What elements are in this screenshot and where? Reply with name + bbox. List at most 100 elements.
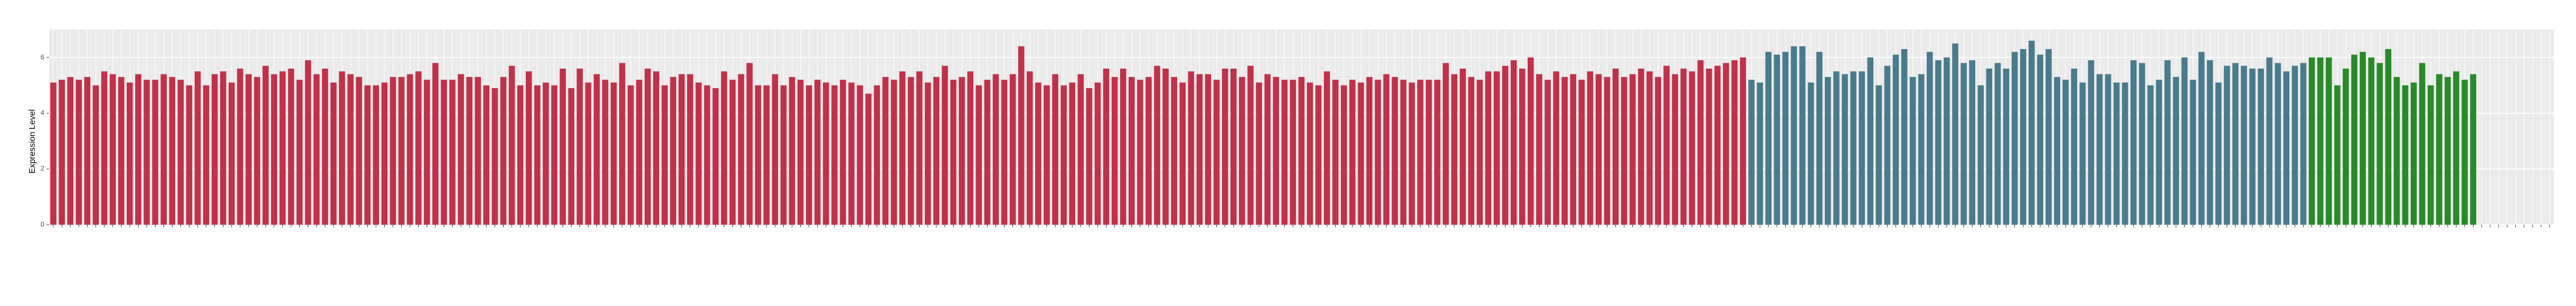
- bar: [1264, 74, 1271, 225]
- bar: [517, 85, 524, 225]
- bar: [1807, 82, 1814, 225]
- bar: [50, 82, 56, 225]
- bar: [194, 71, 201, 225]
- bar: [645, 69, 651, 225]
- bar: [2215, 82, 2222, 225]
- bar: [551, 85, 557, 225]
- bar: [1722, 63, 1729, 225]
- bar: [1842, 74, 1848, 225]
- bar: [1850, 71, 1857, 225]
- bar: [2385, 49, 2392, 225]
- bar: [822, 82, 829, 225]
- bar: [814, 80, 821, 225]
- bar: [262, 65, 269, 225]
- bar: [347, 74, 354, 225]
- bar: [339, 71, 345, 225]
- bar: [1213, 80, 1220, 225]
- bar: [296, 80, 303, 225]
- bar: [92, 85, 99, 225]
- bar: [1103, 69, 1110, 225]
- bar: [1587, 71, 1594, 225]
- bar: [2223, 65, 2230, 225]
- bar: [1876, 85, 1882, 225]
- bar: [356, 77, 362, 225]
- bar: [789, 77, 795, 225]
- bar: [916, 71, 923, 225]
- bar: [1969, 60, 1975, 225]
- bar: [1171, 77, 1178, 225]
- bar: [483, 85, 490, 225]
- bar: [1926, 52, 1933, 225]
- bar: [2308, 57, 2315, 225]
- bar: [2198, 52, 2205, 225]
- bar: [525, 71, 532, 225]
- bar: [271, 74, 278, 225]
- bar: [2275, 63, 2281, 225]
- bar: [933, 77, 940, 225]
- bar: [1179, 82, 1186, 225]
- bar: [1859, 71, 1865, 225]
- bar: [449, 80, 456, 225]
- bar: [2470, 74, 2476, 225]
- bar: [1977, 85, 1984, 225]
- bar: [1655, 77, 1661, 225]
- bar: [712, 88, 719, 225]
- bar: [746, 63, 753, 225]
- bar: [2190, 80, 2196, 225]
- bar: [2360, 52, 2366, 225]
- bar: [1323, 71, 1330, 225]
- bar: [1434, 80, 1441, 225]
- bar: [423, 80, 430, 225]
- bar: [1824, 77, 1831, 225]
- bar: [1545, 80, 1551, 225]
- bar: [806, 85, 812, 225]
- bar: [2028, 41, 2035, 225]
- bar: [636, 80, 642, 225]
- bar: [466, 77, 472, 225]
- bar: [2249, 69, 2256, 225]
- bar: [1468, 77, 1474, 225]
- bar: [2088, 60, 2095, 225]
- bar: [704, 85, 711, 225]
- bar: [1612, 69, 1619, 225]
- bar: [1425, 80, 1432, 225]
- bar: [848, 82, 855, 225]
- bar: [882, 77, 889, 225]
- bar: [1799, 46, 1806, 225]
- bar: [1740, 57, 1746, 225]
- bar: [695, 82, 702, 225]
- bar: [1570, 74, 1577, 225]
- bar: [2062, 80, 2069, 225]
- y-tick-label: 6: [41, 53, 44, 61]
- bar: [1009, 74, 1016, 225]
- bar: [1689, 71, 1696, 225]
- bar: [1273, 77, 1280, 225]
- bar: [568, 88, 575, 225]
- bar: [364, 85, 371, 225]
- bar: [1391, 77, 1398, 225]
- bar: [2410, 82, 2417, 225]
- bar: [1680, 69, 1687, 225]
- bar: [288, 69, 295, 225]
- bar: [1553, 71, 1559, 225]
- bar: [2054, 77, 2060, 225]
- bar: [976, 85, 982, 225]
- bar: [721, 71, 727, 225]
- bar: [2300, 63, 2307, 225]
- bar: [1663, 65, 1670, 225]
- bar: [1884, 65, 1891, 225]
- bar: [899, 71, 906, 225]
- bar: [1077, 74, 1084, 225]
- bar: [585, 82, 592, 225]
- bar: [1094, 82, 1101, 225]
- bar: [857, 85, 863, 225]
- bar: [220, 71, 226, 225]
- bar: [2241, 65, 2247, 225]
- bar: [381, 82, 388, 225]
- bar: [1298, 77, 1305, 225]
- bar: [874, 85, 880, 225]
- bar: [831, 85, 838, 225]
- bar: [2343, 69, 2349, 225]
